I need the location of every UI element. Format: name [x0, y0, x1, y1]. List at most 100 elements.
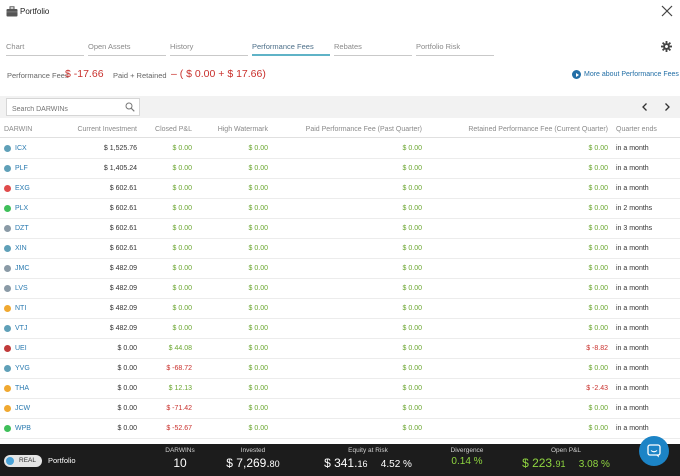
table-row[interactable]: PLX $ 602.61 $ 0.00 $ 0.00 $ 0.00 $ 0.00 in 2 …: [0, 199, 680, 219]
fees-label: Performance Fees: [7, 71, 69, 80]
tab-rebates[interactable]: Rebates: [334, 40, 412, 56]
col-closed-pnl[interactable]: Closed P&L: [155, 126, 192, 133]
closed-pnl: $ 0.00: [172, 145, 192, 152]
tab-performance-fees[interactable]: Performance Fees: [252, 40, 330, 56]
table-row[interactable]: EXG $ 602.61 $ 0.00 $ 0.00 $ 0.00 $ 0.00 in a …: [0, 179, 680, 199]
high-watermark: $ 0.00: [248, 285, 268, 292]
tab-chart[interactable]: Chart: [6, 40, 84, 56]
table-row[interactable]: LVS $ 482.09 $ 0.00 $ 0.00 $ 0.00 $ 0.00 in a …: [0, 279, 680, 299]
closed-pnl: $ 0.00: [172, 265, 192, 272]
table-row[interactable]: UEI $ 0.00 $ 44.08 $ 0.00 $ 0.00 $ -8.82 in a …: [0, 339, 680, 359]
darwin-status-dot: [4, 225, 11, 232]
fees-value: $ -17.66: [65, 68, 104, 80]
darwin-status-dot: [4, 185, 11, 192]
stat-pnl-main: $ 223.: [522, 456, 556, 470]
darwin-ticker[interactable]: XIN: [15, 245, 27, 252]
darwin-ticker[interactable]: EXG: [15, 185, 30, 192]
real-toggle[interactable]: REAL: [4, 455, 42, 467]
darwin-status-dot: [4, 425, 11, 432]
darwin-ticker[interactable]: YVG: [15, 365, 30, 372]
current-investment: $ 602.61: [109, 205, 137, 212]
darwin-status-dot: [4, 165, 11, 172]
high-watermark: $ 0.00: [248, 425, 268, 432]
col-quarter-ends[interactable]: Quarter ends: [616, 126, 657, 133]
stat-divergence-label: Divergence: [450, 447, 484, 454]
quarter-ends: in a month: [616, 165, 649, 172]
paid-fee: $ 0.00: [402, 405, 422, 412]
closed-pnl: $ -68.72: [166, 365, 192, 372]
close-icon[interactable]: [660, 4, 674, 18]
stat-darwins-label: DARWINs: [165, 447, 195, 454]
darwin-ticker[interactable]: PLX: [15, 205, 29, 212]
table-header: DARWIN Current Investment Closed P&L Hig…: [0, 122, 680, 138]
paid-retained-label: Paid + Retained: [113, 71, 167, 80]
toggle-knob: [6, 457, 14, 465]
darwin-ticker[interactable]: LVS: [15, 285, 28, 292]
darwin-ticker[interactable]: UEI: [15, 345, 27, 352]
current-investment: $ 0.00: [117, 425, 137, 432]
table-row[interactable]: JCW $ 0.00 $ -71.42 $ 0.00 $ 0.00 $ 0.00 in a …: [0, 399, 680, 419]
table-row[interactable]: DZT $ 602.61 $ 0.00 $ 0.00 $ 0.00 $ 0.00 in 3 …: [0, 219, 680, 239]
table-row[interactable]: JMC $ 482.09 $ 0.00 $ 0.00 $ 0.00 $ 0.00 in a …: [0, 259, 680, 279]
more-about-fees-label: More about Performance Fees: [584, 71, 679, 78]
paid-fee: $ 0.00: [402, 305, 422, 312]
more-about-fees-link[interactable]: More about Performance Fees: [572, 70, 679, 79]
high-watermark: $ 0.00: [248, 245, 268, 252]
col-paid-fee[interactable]: Paid Performance Fee (Past Quarter): [305, 126, 422, 133]
closed-pnl: $ 0.00: [172, 285, 192, 292]
paid-fee: $ 0.00: [402, 245, 422, 252]
chevron-right-icon[interactable]: [660, 100, 674, 114]
quarter-ends: in a month: [616, 345, 649, 352]
tab-portfolio-risk[interactable]: Portfolio Risk: [416, 40, 494, 56]
table-row[interactable]: YVG $ 0.00 $ -68.72 $ 0.00 $ 0.00 $ 0.00 in a …: [0, 359, 680, 379]
table-row[interactable]: ICX $ 1,525.76 $ 0.00 $ 0.00 $ 0.00 $ 0.00 in …: [0, 139, 680, 159]
darwin-status-dot: [4, 305, 11, 312]
tab-open-assets[interactable]: Open Assets: [88, 40, 166, 56]
darwin-ticker[interactable]: ICX: [15, 145, 27, 152]
table-row[interactable]: VTJ $ 482.09 $ 0.00 $ 0.00 $ 0.00 $ 0.00 in a …: [0, 319, 680, 339]
stat-darwins: DARWINs 10: [160, 447, 200, 470]
darwin-status-dot: [4, 145, 11, 152]
table-row[interactable]: XIN $ 602.61 $ 0.00 $ 0.00 $ 0.00 $ 0.00 in a …: [0, 239, 680, 259]
darwin-ticker[interactable]: JCW: [15, 405, 31, 412]
table-row[interactable]: PLF $ 1,405.24 $ 0.00 $ 0.00 $ 0.00 $ 0.00 in …: [0, 159, 680, 179]
tab-history[interactable]: History: [170, 40, 248, 56]
closed-pnl: $ 44.08: [168, 345, 192, 352]
paid-fee: $ 0.00: [402, 185, 422, 192]
darwin-ticker[interactable]: NTI: [15, 305, 27, 312]
darwin-ticker[interactable]: PLF: [15, 165, 28, 172]
retained-fee: $ 0.00: [588, 145, 608, 152]
col-retained-fee[interactable]: Retained Performance Fee (Current Quarte…: [468, 126, 608, 133]
darwin-status-dot: [4, 245, 11, 252]
retained-fee: $ -8.82: [586, 345, 608, 352]
table-row[interactable]: NTI $ 482.09 $ 0.00 $ 0.00 $ 0.00 $ 0.00 in a …: [0, 299, 680, 319]
col-high-watermark[interactable]: High Watermark: [217, 126, 268, 133]
chat-button[interactable]: [639, 436, 669, 466]
darwin-status-dot: [4, 345, 11, 352]
stat-divergence-value: 0.14 %: [451, 456, 483, 467]
stat-pnl-pct: 3.08 %: [578, 459, 610, 470]
table-row[interactable]: THA $ 0.00 $ 12.13 $ 0.00 $ 0.00 $ -2.43 in a …: [0, 379, 680, 399]
stat-risk-label: Equity at Risk: [348, 447, 388, 454]
paid-fee: $ 0.00: [402, 165, 422, 172]
retained-fee: $ 0.00: [588, 245, 608, 252]
fees-formula: – ( $ 0.00 + $ 17.66): [171, 68, 266, 80]
current-investment: $ 482.09: [109, 305, 137, 312]
current-investment: $ 482.09: [109, 325, 137, 332]
closed-pnl: $ 0.00: [172, 185, 192, 192]
current-investment: $ 0.00: [117, 385, 137, 392]
paid-fee: $ 0.00: [402, 205, 422, 212]
col-darwin[interactable]: DARWIN: [4, 126, 33, 133]
search-input[interactable]: [6, 98, 140, 116]
darwin-ticker[interactable]: JMC: [15, 265, 30, 272]
darwin-ticker[interactable]: THA: [15, 385, 29, 392]
stat-divergence: Divergence 0.14 %: [444, 447, 490, 467]
table-row[interactable]: WPB $ 0.00 $ -52.67 $ 0.00 $ 0.00 $ 0.00 in a …: [0, 419, 680, 439]
chevron-left-icon[interactable]: [638, 100, 652, 114]
paid-fee: $ 0.00: [402, 365, 422, 372]
darwin-ticker[interactable]: DZT: [15, 225, 29, 232]
darwin-ticker[interactable]: VTJ: [15, 325, 28, 332]
darwin-ticker[interactable]: WPB: [15, 425, 31, 432]
gear-icon[interactable]: [661, 41, 672, 52]
col-current-investment[interactable]: Current Investment: [77, 126, 137, 133]
